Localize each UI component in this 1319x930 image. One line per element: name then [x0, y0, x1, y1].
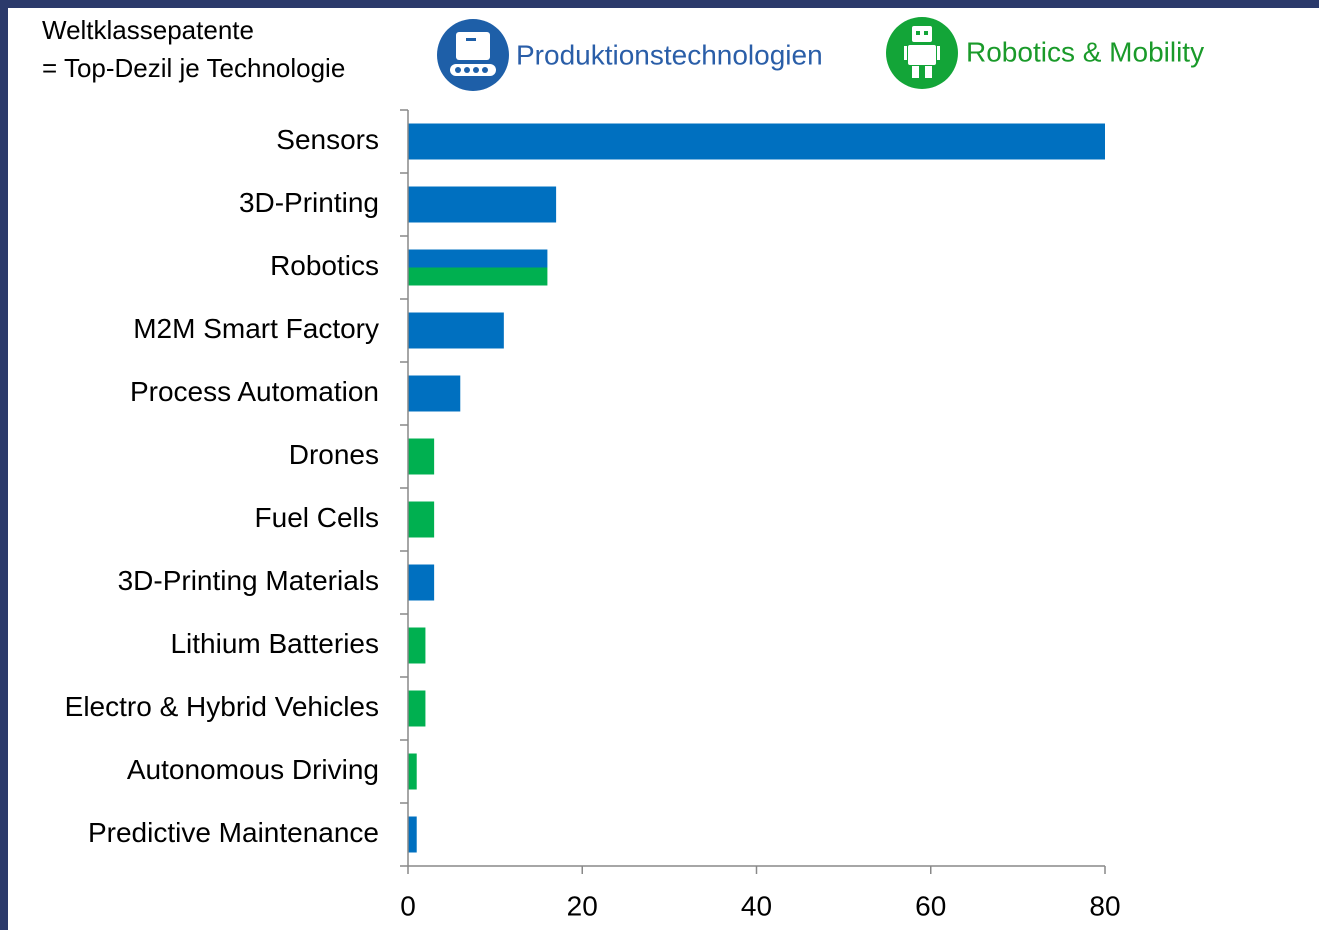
y-tick-label: Drones [289, 439, 379, 470]
legend-icon-robotics [886, 17, 958, 89]
bar [408, 249, 548, 268]
y-tick-label: Process Automation [130, 376, 379, 407]
annotation: = Top-Dezil je Technologie [42, 53, 345, 83]
y-tick-label: Autonomous Driving [127, 754, 379, 785]
bar [408, 375, 461, 412]
legend-icon-production [437, 19, 509, 91]
x-tick-label: 60 [915, 890, 946, 921]
x-tick-label: 0 [400, 890, 416, 921]
y-tick-label: 3D-Printing Materials [118, 565, 379, 596]
x-tick-label: 40 [741, 890, 772, 921]
y-tick-label: Electro & Hybrid Vehicles [65, 691, 379, 722]
annotation: Weltklassepatente [42, 15, 254, 45]
bar [408, 564, 435, 601]
bar [408, 690, 426, 727]
bar [408, 438, 435, 475]
legend-label: Robotics & Mobility [966, 36, 1204, 67]
x-tick-label: 20 [567, 890, 598, 921]
bar [408, 123, 1105, 160]
y-tick-label: Lithium Batteries [170, 628, 379, 659]
bar [408, 267, 548, 286]
bar [408, 186, 557, 223]
bar [408, 312, 504, 349]
y-tick-label: 3D-Printing [239, 187, 379, 218]
bar [408, 501, 435, 538]
bar [408, 627, 426, 664]
y-tick-label: M2M Smart Factory [133, 313, 379, 344]
x-tick-label: 80 [1089, 890, 1120, 921]
y-tick-label: Sensors [276, 124, 379, 155]
y-tick-label: Predictive Maintenance [88, 817, 379, 848]
bar [408, 816, 417, 853]
legend-label: Produktionstechnologien [516, 39, 823, 70]
background [8, 8, 1319, 930]
y-tick-label: Robotics [270, 250, 379, 281]
y-tick-label: Fuel Cells [255, 502, 379, 533]
bar [408, 753, 417, 790]
